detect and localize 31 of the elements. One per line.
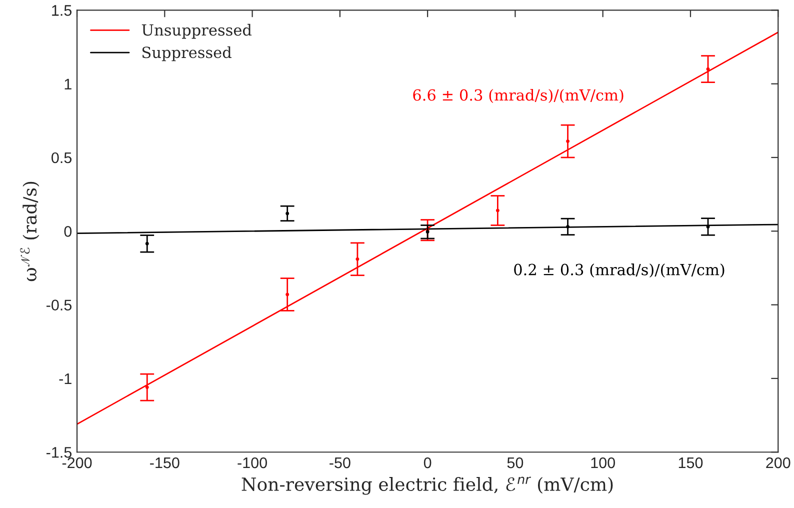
- x-axis-title: Non-reversing electric field, ℰ$^{nr}$ (mV/cm): [242, 476, 613, 495]
- x-tick-label: -100: [238, 457, 267, 468]
- y-tick-label: 0: [64, 226, 72, 237]
- point: [286, 292, 290, 296]
- x-tick-label: -150: [150, 457, 180, 468]
- x-tick-label: 50: [507, 457, 524, 468]
- y-tick-label: -0.5: [46, 300, 72, 310]
- point: [145, 386, 149, 390]
- legend-label: Unsuppressed: [142, 24, 252, 39]
- y-tick-label: -1.5: [46, 447, 72, 458]
- y-axis-title: ω$^{𝒩ℰ}$ (rad/s): [20, 182, 40, 282]
- point: [706, 67, 710, 71]
- point: [496, 208, 500, 212]
- point: [566, 224, 570, 228]
- x-tick-label: -50: [330, 457, 350, 468]
- point: [356, 257, 360, 261]
- point: [145, 242, 149, 246]
- y-tick-label: -1: [59, 373, 72, 384]
- x-tick-label: -200: [62, 457, 92, 468]
- x-tick-label: 0: [424, 457, 432, 468]
- x-tick-label: 100: [591, 457, 615, 468]
- x-tick-label: 200: [766, 457, 790, 468]
- x-tick-label: 150: [678, 457, 703, 468]
- annotation: 0.2 ± 0.3 (mrad/s)/(mV/cm): [514, 264, 724, 278]
- annotation: 6.6 ± 0.3 (mrad/s)/(mV/cm): [413, 88, 624, 103]
- y-tick-label: 0.5: [52, 152, 72, 164]
- y-tick-label: 1: [64, 78, 72, 90]
- point: [286, 212, 290, 216]
- legend-label: Suppressed: [142, 46, 232, 62]
- point: [566, 140, 570, 144]
- y-tick-label: 1.5: [52, 5, 72, 16]
